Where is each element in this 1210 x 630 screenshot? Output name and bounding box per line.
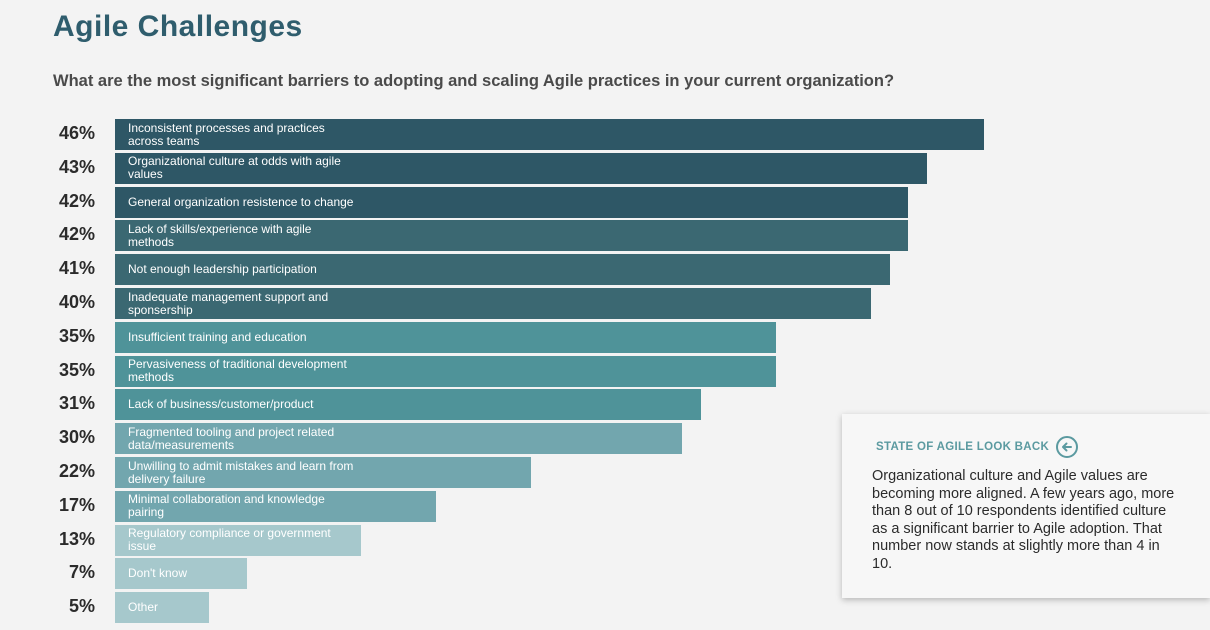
bar: Not enough leadership participation [115, 254, 890, 286]
bar-category-label: Pervasiveness of traditional development… [128, 357, 347, 385]
bar: Unwilling to admit mistakes and learn fr… [115, 457, 531, 488]
bar: Regulatory compliance or government issu… [115, 524, 361, 556]
bar-row: 5% Other [0, 592, 1000, 624]
bar-category-label: General organization resistence to chang… [128, 194, 354, 209]
bar-value-label: 35% [58, 325, 95, 346]
bar-value-label: 7% [68, 562, 95, 583]
bar-value-label: 31% [58, 393, 95, 414]
bar: Lack of skills/experience with agile met… [115, 220, 909, 252]
bar-row: 17% Minimal collaboration and knowledge p… [0, 490, 1000, 522]
bar-row: 42% Lack of skills/experience with agile … [0, 220, 1000, 252]
bar-value-label: 13% [58, 528, 95, 549]
bar-value-label: 46% [58, 123, 95, 143]
bar-category-label: Unwilling to admit mistakes and learn fr… [128, 458, 354, 486]
bar: Inadequate management support and sponse… [115, 288, 871, 319]
bar-value-label: 35% [58, 359, 95, 380]
bar-row: 35% Insufficient training and education [0, 321, 1000, 353]
bar-category-label: Fragmented tooling and project related d… [128, 424, 335, 452]
bar-value-label: 17% [58, 494, 95, 515]
bar-row: 40% Inadequate management support and spo… [0, 288, 1000, 319]
bar: Organizational culture at odds with agil… [115, 152, 928, 184]
callout-body: Organizational culture and Agile values … [872, 468, 1175, 572]
bar-category-label: Organizational culture at odds with agil… [128, 154, 341, 182]
bar-category-label: Other [128, 600, 159, 615]
bar-value-label: 43% [58, 156, 95, 177]
bar-row: 35% Pervasiveness of traditional developm… [0, 355, 1000, 387]
bar-category-label: Lack of skills/experience with agile met… [128, 221, 312, 249]
bar: Other [115, 592, 210, 624]
bar-value-label: 41% [58, 258, 95, 279]
bar: Insufficient training and education [115, 321, 777, 353]
bar: Lack of business/customer/product [115, 389, 701, 421]
arrow-left-circle-icon[interactable] [1056, 436, 1079, 458]
look-back-callout: STATE OF AGILE LOOK BACK Organizational … [842, 414, 1210, 598]
chart-subtitle: What are the most significant barriers t… [53, 72, 895, 90]
bar-row: 43% Organizational culture at odds with a… [0, 152, 1000, 184]
bar-category-label: Inconsistent processes and practices acr… [128, 120, 325, 148]
bar-row: 42% General organization resistence to ch… [0, 186, 1000, 218]
bar-row: 46% Inconsistent processes and practices … [0, 119, 1000, 150]
bar-value-label: 42% [58, 224, 95, 245]
bar-category-label: Minimal collaboration and knowledge pair… [128, 492, 325, 520]
bar: Don't know [115, 558, 248, 590]
page-title: Agile Challenges [53, 10, 303, 43]
bar-row: 13% Regulatory compliance or government i… [0, 524, 1000, 556]
bar-row: 7% Don't know [0, 558, 1000, 590]
bar: Minimal collaboration and knowledge pair… [115, 490, 437, 522]
bar-category-label: Inadequate management support and sponse… [128, 289, 329, 317]
bar-row: 31% Lack of business/customer/product [0, 389, 1000, 421]
bar-row: 22% Unwilling to admit mistakes and learn… [0, 457, 1000, 488]
bar-category-label: Regulatory compliance or government issu… [128, 526, 331, 554]
bar: Fragmented tooling and project related d… [115, 423, 682, 455]
bar-value-label: 30% [58, 427, 95, 448]
bar-row: 41% Not enough leadership participation [0, 254, 1000, 286]
bar-category-label: Insufficient training and education [128, 329, 307, 344]
callout-heading: STATE OF AGILE LOOK BACK [876, 436, 1180, 458]
bar-row: 30% Fragmented tooling and project relate… [0, 423, 1000, 455]
bar: Pervasiveness of traditional development… [115, 355, 777, 387]
bar-value-label: 22% [58, 461, 95, 481]
bar: Inconsistent processes and practices acr… [115, 119, 984, 150]
bar-category-label: Lack of business/customer/product [128, 397, 314, 412]
bar-value-label: 40% [58, 292, 95, 312]
bar-value-label: 5% [68, 596, 95, 617]
bar-category-label: Not enough leadership participation [128, 262, 317, 277]
bar-value-label: 42% [58, 190, 95, 211]
bar: General organization resistence to chang… [115, 186, 909, 218]
callout-heading-text: STATE OF AGILE LOOK BACK [876, 441, 1050, 453]
bar-category-label: Don't know [128, 566, 187, 581]
